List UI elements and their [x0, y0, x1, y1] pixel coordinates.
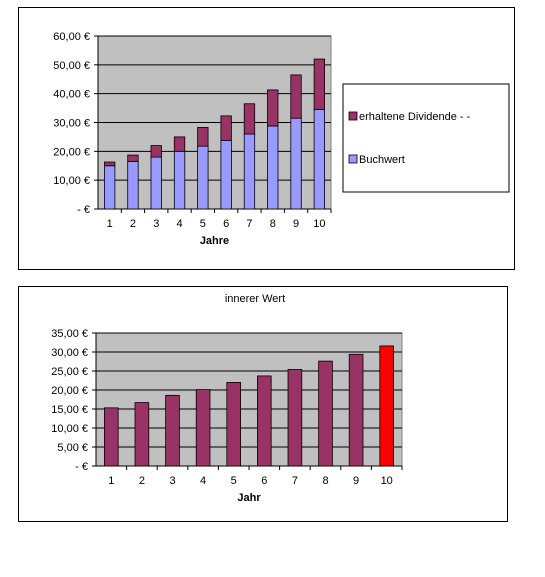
x-tick-label: 5	[200, 218, 206, 230]
x-tick-label: 10	[313, 218, 325, 230]
y-tick-label: 10,00 €	[53, 175, 90, 187]
bar-erhaltene-dividende-9	[290, 74, 302, 119]
y-tick-label: 30,00 €	[53, 118, 90, 130]
bar-erhaltene-dividende-1	[104, 161, 116, 167]
x-axis-title: Jahr	[237, 492, 261, 504]
bar-value-6	[257, 375, 272, 467]
x-tick-label: 4	[200, 475, 206, 487]
x-tick-label: 10	[381, 475, 393, 487]
bar-value-3	[165, 394, 180, 467]
legend-label: Buchwert	[359, 154, 405, 166]
x-tick-label: 5	[231, 475, 237, 487]
chart-title: innerer Wert	[225, 293, 285, 305]
chart-frame-buchwert: - € 10,00 € 20,00 € 30,00 € 40,00 € 50,00 € 60…	[18, 7, 515, 270]
y-tick-label: 20,00 €	[53, 146, 90, 158]
x-tick-label: 8	[322, 475, 328, 487]
innerer-wert-bar-chart: - € 5,00 € 10,00 € 15,00 € 20,00 € 25,00 € 30,…	[51, 293, 403, 504]
x-tick-label: 7	[246, 218, 252, 230]
y-tick-label: 15,00 €	[51, 404, 88, 416]
bar-buchwert-8	[267, 125, 279, 210]
legend-box	[342, 83, 510, 193]
bar-value-1	[104, 407, 119, 467]
y-tick-label: 5,00 €	[57, 442, 88, 454]
x-tick-label: 2	[139, 475, 145, 487]
bar-value-7	[287, 369, 303, 467]
bar-erhaltene-dividende-4	[173, 136, 186, 152]
bar-value-8	[318, 360, 333, 467]
bar-erhaltene-dividende-2	[127, 154, 139, 162]
x-tick-label: 3	[153, 218, 159, 230]
y-tick-label: - €	[77, 204, 90, 216]
x-axis-title: Jahre	[200, 235, 229, 247]
bar-buchwert-5	[197, 145, 209, 210]
y-tick-label: - €	[75, 461, 88, 473]
x-tick-label: 9	[353, 475, 359, 487]
bar-buchwert-10	[313, 109, 325, 210]
bar-erhaltene-dividende-6	[220, 115, 232, 141]
x-tick-label: 6	[261, 475, 267, 487]
bar-erhaltene-dividende-3	[150, 145, 162, 158]
x-tick-label: 3	[169, 475, 175, 487]
bar-value-10	[379, 345, 394, 467]
legend-label: erhaltene Dividende - -	[359, 111, 471, 123]
bar-buchwert-1	[104, 165, 116, 210]
x-tick-label: 7	[292, 475, 298, 487]
bar-value-9	[348, 353, 364, 467]
y-tick-label: 10,00 €	[51, 423, 88, 435]
chart-frame-innerer-wert: - € 5,00 € 10,00 € 15,00 € 20,00 € 25,00 € 30,…	[18, 286, 508, 522]
bar-buchwert-4	[173, 150, 186, 210]
bar-value-2	[134, 402, 150, 467]
bar-erhaltene-dividende-7	[243, 103, 256, 135]
y-tick-label: 35,00 €	[51, 328, 88, 340]
bar-erhaltene-dividende-5	[197, 127, 209, 147]
x-tick-label: 4	[176, 218, 182, 230]
x-tick-label: 1	[107, 218, 113, 230]
x-tick-label: 6	[223, 218, 229, 230]
y-tick-label: 25,00 €	[51, 366, 88, 378]
y-tick-label: 30,00 €	[51, 347, 88, 359]
stacked-bar-chart: - € 10,00 € 20,00 € 30,00 € 40,00 € 50,00 € 60…	[53, 31, 510, 247]
x-tick-label: 9	[293, 218, 299, 230]
legend-swatch	[348, 154, 358, 164]
y-tick-label: 20,00 €	[51, 385, 88, 397]
x-tick-label: 8	[270, 218, 276, 230]
y-tick-label: 40,00 €	[53, 89, 90, 101]
bar-buchwert-6	[220, 139, 232, 210]
x-tick-label: 1	[108, 475, 114, 487]
bar-buchwert-9	[290, 117, 302, 210]
x-tick-label: 2	[130, 218, 136, 230]
bar-buchwert-7	[243, 133, 256, 210]
y-tick-label: 50,00 €	[53, 60, 90, 72]
legend-swatch	[348, 111, 358, 121]
bar-buchwert-2	[127, 161, 139, 210]
bar-erhaltene-dividende-8	[267, 89, 279, 127]
bar-value-5	[226, 382, 241, 467]
bar-value-4	[195, 389, 211, 467]
bar-erhaltene-dividende-10	[313, 58, 325, 110]
bar-buchwert-3	[150, 156, 162, 210]
y-tick-label: 60,00 €	[53, 31, 90, 43]
